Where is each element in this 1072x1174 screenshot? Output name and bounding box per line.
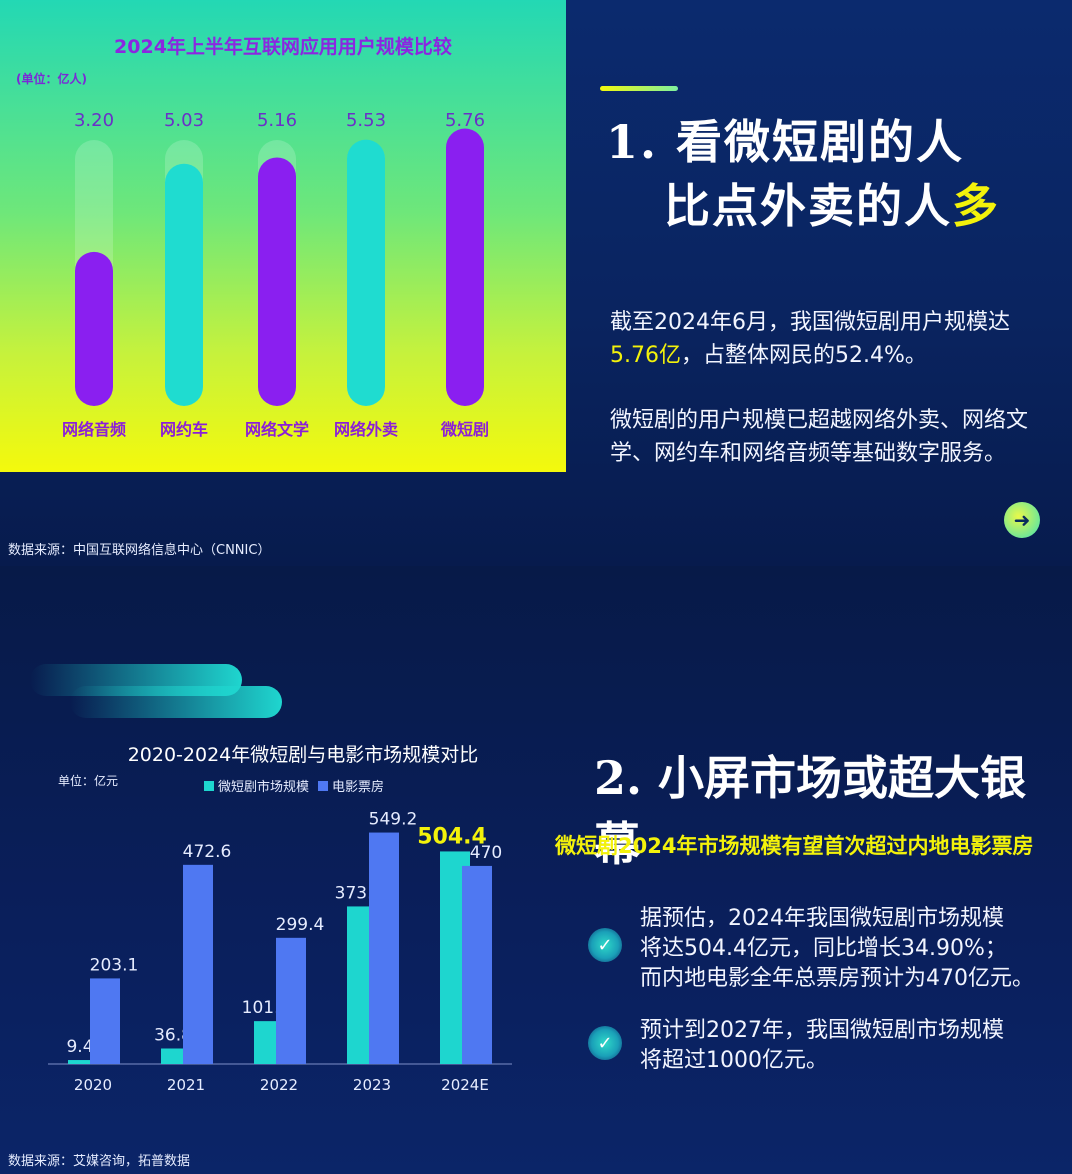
legend-label-short-drama: 微短剧市场规模: [218, 780, 310, 795]
decorative-line: [600, 86, 678, 91]
bar-value-label: 203.1: [90, 955, 139, 975]
year-label: 2022: [260, 1076, 298, 1094]
paragraph-1-a: 截至2024年6月，我国微短剧用户规模达: [610, 310, 1010, 335]
category-label: 网络文学: [245, 420, 309, 439]
bar-value-label: 549.2: [369, 810, 418, 830]
bar-2022-box-office: [276, 937, 306, 1064]
bar-value-label: 470: [470, 843, 502, 863]
bar-value-label: 5.03: [164, 110, 204, 131]
paragraph-1: 截至2024年6月，我国微短剧用户规模达 5.76亿，占整体网民的52.4%。: [610, 306, 1060, 372]
bar-2024E-box-office: [462, 865, 492, 1064]
chart1-title: 2024年上半年互联网应用用户规模比较: [114, 36, 452, 58]
headline-1-line1: 1. 看微短剧的人: [606, 115, 965, 169]
bullet-1-line2: 将达504.4亿元，同比增长34.90%；: [640, 936, 1007, 961]
category-label: 网络外卖: [334, 420, 398, 439]
bullet-text-2: 预计到2027年，我国微短剧市场规模 将超过1000亿元。: [640, 1016, 1004, 1076]
bar-value-label: 472.6: [183, 842, 232, 862]
check-icon: ✓: [588, 1026, 622, 1060]
bar-value-label: 36.8: [154, 1025, 192, 1045]
chart2-unit: 单位：亿元: [58, 774, 119, 788]
category-label: 微短剧: [440, 420, 489, 439]
bar-value-label: 3.20: [74, 110, 114, 131]
chart2-title: 2020-2024年微短剧与电影市场规模对比: [127, 744, 479, 766]
bar-value-label: 9.4: [66, 1037, 93, 1057]
paragraph-2: 微短剧的用户规模已超越网络外卖、网络文 学、网约车和网络音频等基础数字服务。: [610, 404, 1060, 470]
legend-label-box-office: 电影票房: [332, 780, 385, 795]
bar-网络文学: [258, 157, 296, 406]
chart1-background: 2024年上半年互联网应用用户规模比较 (单位：亿人) 3.20 网络音频 5.03…: [0, 0, 566, 472]
category-label: 网约车: [160, 420, 208, 439]
headline-1-line2-a: 比点外卖的人: [664, 179, 952, 233]
panel-user-scale: 2024年上半年互联网应用用户规模比较 (单位：亿人) 3.20 网络音频 5.03…: [0, 0, 1072, 566]
source-1: 数据来源：中国互联网络信息中心（CNNIC）: [8, 543, 271, 558]
paragraph-1-b: ，占整体网民的52.4%。: [681, 343, 927, 368]
year-label: 2021: [167, 1076, 205, 1094]
paragraph-2-line1: 微短剧的用户规模已超越网络外卖、网络文: [610, 408, 1029, 433]
check-icon: ✓: [588, 928, 622, 962]
source-2: 数据来源：艾媒咨询，拓普数据: [8, 1154, 191, 1169]
bar-value-label: 299.4: [276, 915, 325, 935]
paragraph-2-line2: 学、网约车和网络音频等基础数字服务。: [610, 441, 1007, 466]
headline-1-highlight: 多: [952, 179, 1000, 233]
legend-swatch-blue: [318, 780, 328, 791]
headline-1-line2: 比点外卖的人多: [664, 170, 1000, 236]
year-label: 2023: [353, 1076, 391, 1094]
legend-item-short-drama: 微短剧市场规模: [204, 776, 309, 795]
bullet-2-line2: 将超过1000亿元。: [640, 1048, 828, 1073]
arrow-right-icon[interactable]: ➜: [1004, 502, 1040, 538]
bar-2020-short-drama: [68, 1060, 98, 1064]
chart2-svg: 9.4203.1202036.8472.62021101.7299.420223…: [48, 810, 512, 1094]
year-label: 2020: [74, 1076, 112, 1094]
bar-微短剧: [446, 128, 484, 406]
category-label: 网络音频: [62, 420, 126, 439]
bullet-text-1: 据预估，2024年我国微短剧市场规模 将达504.4亿元，同比增长34.90%； 而…: [640, 904, 1034, 994]
chart1-svg: 3.20 网络音频 5.03 网约车 5.16 网络文学 5.53 网络外卖 5.76 微短剧: [62, 110, 489, 439]
bullet-2-line1: 预计到2027年，我国微短剧市场规模: [640, 1018, 1004, 1043]
bar-value-label: 504.4: [417, 824, 487, 849]
bar-2021-box-office: [183, 864, 213, 1064]
bar-value-label: 5.53: [346, 110, 386, 131]
bar-2020-box-office: [90, 978, 120, 1064]
subheadline-2: 微短剧2024年市场规模有望首次超过内地电影票房: [555, 834, 1034, 858]
bar-value-label: 5.76: [445, 110, 485, 131]
chart1-unit: (单位：亿人): [16, 72, 87, 86]
paragraph-1-highlight: 5.76亿: [610, 343, 681, 368]
bar-2023-box-office: [369, 832, 399, 1064]
decorative-streak-2: [70, 686, 282, 718]
bar-网约车: [165, 163, 203, 406]
legend-swatch-teal: [204, 780, 214, 791]
bullet-1-line3: 而内地电影全年总票房预计为470亿元。: [640, 966, 1034, 991]
bar-网络外卖: [347, 139, 385, 406]
panel-market-scale: 2020-2024年微短剧与电影市场规模对比 单位：亿元 微短剧市场规模 电影票…: [0, 566, 1072, 1174]
bar-value-label: 5.16: [257, 110, 297, 131]
year-label: 2024E: [441, 1076, 489, 1094]
bullet-1-line1: 据预估，2024年我国微短剧市场规模: [640, 906, 1004, 931]
bar-网络音频: [75, 251, 113, 406]
headline-2: 2. 小屏市场或超大银幕: [594, 751, 1027, 871]
legend-item-box-office: 电影票房: [318, 776, 384, 795]
